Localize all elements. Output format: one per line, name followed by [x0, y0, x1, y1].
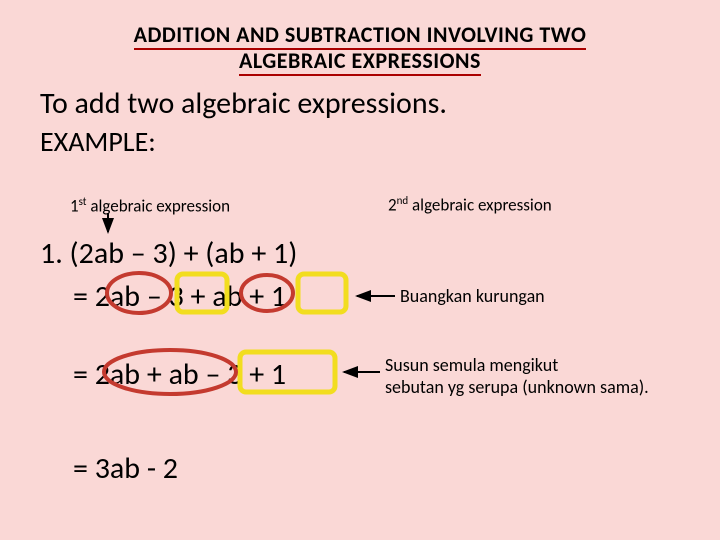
title-line2: ALGEBRAIC EXPRESSIONS: [239, 47, 481, 76]
math-step4: = 3ab - 2: [73, 450, 178, 487]
note-remove-brackets: Buangkan kurungan: [400, 286, 545, 308]
math-step3: = 2ab + ab – 3 + 1: [73, 356, 286, 393]
note-rearrange: Susun semula mengikut sebutan yg serupa …: [385, 355, 649, 398]
title-line1: ADDITION AND SUBTRACTION INVOLVING TWO: [134, 21, 587, 50]
math-step1: 1. (2ab – 3) + (ab + 1): [40, 235, 297, 272]
label-second-expression: 2nd algebraic expression: [388, 194, 552, 216]
highlight-yellow-box: [298, 274, 346, 312]
label-first-expression: 1st algebraic expression: [70, 195, 230, 217]
section-heading: To add two algebraic expressions.: [0, 81, 720, 122]
page-title: ADDITION AND SUBTRACTION INVOLVING TWO A…: [0, 0, 720, 81]
math-step2: = 2ab – 3 + ab + 1: [73, 278, 286, 315]
example-label: EXAMPLE:: [0, 122, 720, 159]
